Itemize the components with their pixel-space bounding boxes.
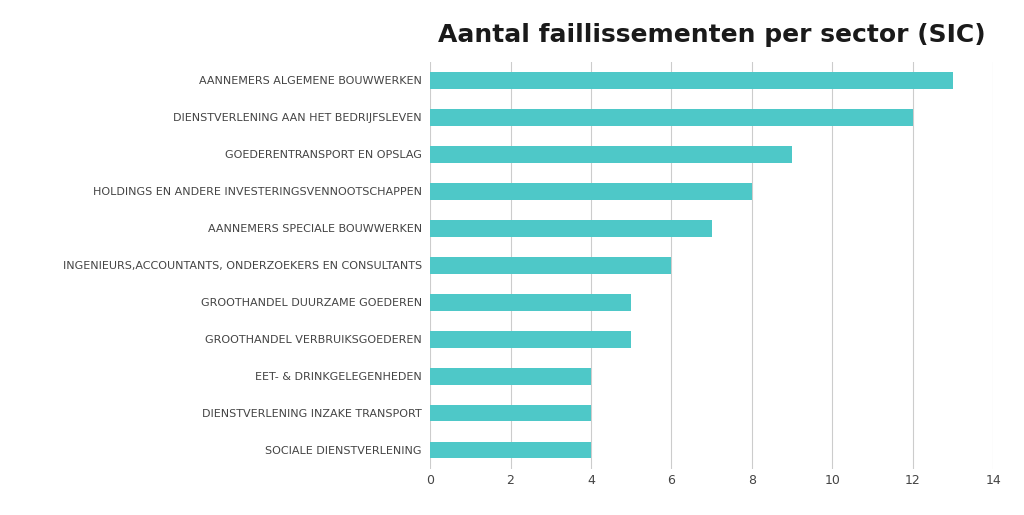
Bar: [430, 109, 912, 126]
Bar: [430, 442, 591, 458]
Bar: [430, 294, 631, 311]
Bar: [430, 331, 631, 348]
Bar: [430, 405, 591, 421]
Title: Aantal faillissementen per sector (SIC): Aantal faillissementen per sector (SIC): [438, 23, 985, 47]
Bar: [430, 220, 712, 236]
Bar: [430, 72, 953, 89]
Bar: [430, 183, 752, 200]
Bar: [430, 146, 793, 163]
Bar: [430, 368, 591, 385]
Bar: [430, 257, 672, 273]
